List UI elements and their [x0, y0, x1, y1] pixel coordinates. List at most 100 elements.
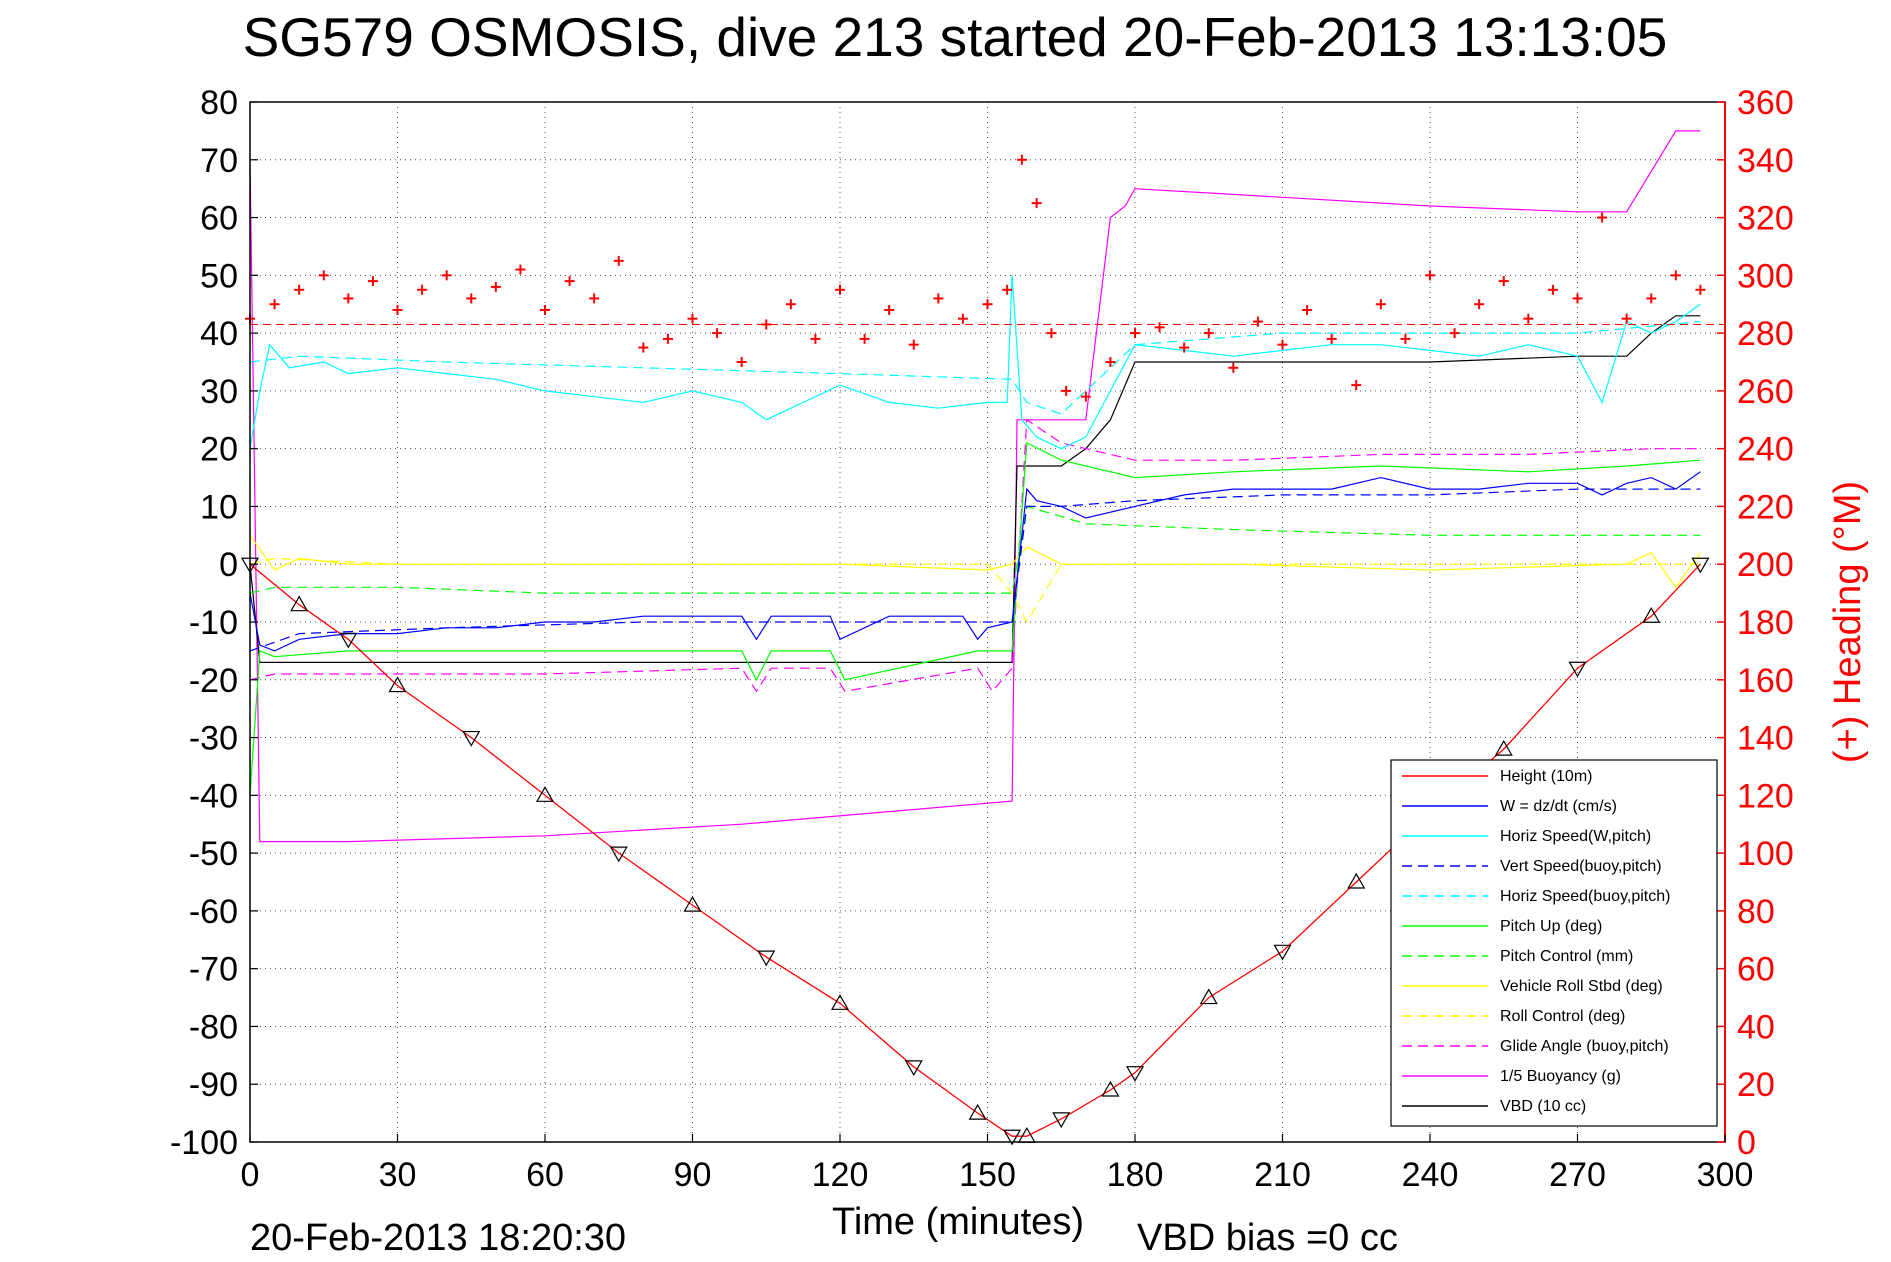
heading-point: [835, 284, 845, 295]
y-tick-label: -90: [189, 1066, 238, 1104]
heading-point: [1646, 293, 1657, 304]
heading-point: [1449, 328, 1460, 339]
height-triangle-marker: [1273, 944, 1292, 961]
heading-point: [810, 333, 821, 344]
x-tick-label: 270: [1549, 1156, 1606, 1194]
y-tick-label: 50: [200, 257, 238, 295]
x-tick-label: 120: [812, 1156, 869, 1194]
heading-point: [1375, 299, 1386, 310]
heading-point: [417, 284, 428, 295]
height-triangle-marker: [1494, 739, 1513, 756]
y-tick-label: -10: [189, 604, 238, 642]
height-triangle-marker: [609, 846, 628, 863]
heading-point: [1203, 328, 1214, 339]
heading-point: [1154, 322, 1165, 333]
height-triangle-marker: [462, 730, 481, 747]
heading-point: [1351, 380, 1362, 391]
heading-point: [1621, 313, 1632, 324]
heading-point: [1105, 357, 1116, 367]
heading-point: [613, 255, 624, 266]
heading-point: [1302, 305, 1313, 315]
y-tick-label: 40: [200, 315, 238, 353]
y-ticks-left: 80 70 60 50 40 30 20 10 0 -10 -20 -30 -40 -50 -60 -70 -8…: [170, 84, 258, 1162]
footer-timestamp: 20-Feb-2013 18:20:30: [250, 1217, 626, 1259]
x-tick-label: 90: [674, 1156, 712, 1194]
chart-title: SG579 OSMOSIS, dive 213 started 20-Feb-2…: [243, 6, 1668, 68]
y-tick-label: -80: [189, 1008, 238, 1046]
x-tick-label: 300: [1697, 1156, 1754, 1194]
x-tick-label: 150: [959, 1156, 1016, 1194]
series-line-horiz-w: [249, 275, 1701, 450]
heading-point: [957, 313, 968, 324]
height-triangle-marker: [1125, 1066, 1145, 1082]
height-triangle-marker: [1691, 557, 1710, 574]
heading-point: [540, 305, 550, 315]
legend-label-pitch-control: Pitch Control (mm): [1500, 948, 1633, 965]
y-right-tick-label: 160: [1737, 662, 1794, 700]
heading-point: [490, 281, 501, 292]
y-tick-label: -40: [189, 777, 238, 815]
heading-point: [515, 264, 526, 275]
height-triangle-marker: [339, 632, 358, 649]
height-triangle-marker: [1568, 661, 1587, 678]
heading-point: [1523, 313, 1534, 324]
y-right-tick-label: 80: [1737, 893, 1775, 931]
heading-point: [908, 339, 919, 350]
heading-point: [761, 319, 772, 330]
y-tick-label: -60: [189, 893, 238, 931]
y-tick-label: 10: [200, 488, 238, 526]
height-triangle-marker: [1052, 1112, 1071, 1129]
height-triangle-marker: [290, 595, 309, 612]
heading-point: [884, 305, 895, 315]
heading-point: [1080, 391, 1091, 402]
height-triangle-marker: [535, 786, 555, 802]
legend-label-height: Height (10m): [1500, 768, 1592, 785]
heading-point: [343, 293, 354, 304]
y-right-tick-label: 320: [1737, 200, 1794, 238]
heading-point: [1498, 276, 1509, 287]
heading-point: [1046, 328, 1057, 339]
height-triangle-marker: [1003, 1129, 1022, 1146]
y-tick-label: 20: [200, 431, 238, 469]
heading-point: [712, 328, 723, 339]
heading-point: [1252, 316, 1263, 327]
y-tick-label: -70: [189, 951, 238, 989]
series-line-pitch-control: [249, 505, 1701, 594]
y-tick-label: -100: [170, 1124, 238, 1162]
series-line-w: [249, 471, 1701, 652]
heading-point: [1277, 339, 1288, 350]
y-tick-label: 60: [200, 200, 238, 238]
x-ticks: 0 30 60 90 120 150 180 210 240 270 300: [241, 1134, 1754, 1194]
heading-point: [662, 333, 673, 344]
y-right-tick-label: 240: [1737, 431, 1794, 469]
heading-point: [1002, 284, 1013, 295]
y-right-tick-label: 180: [1737, 604, 1794, 642]
legend-box: [1390, 759, 1718, 1127]
legend-label-roll: Vehicle Roll Stbd (deg): [1500, 978, 1663, 995]
legend-label-vert-buoy: Vert Speed(buoy,pitch): [1500, 858, 1662, 875]
x-tick-label: 60: [526, 1156, 564, 1194]
heading-point: [1670, 270, 1681, 281]
heading-point: [589, 293, 600, 304]
heading-point: [1425, 270, 1435, 281]
y-right-tick-label: 60: [1737, 951, 1775, 989]
plot-series: [249, 130, 1725, 1137]
heading-point: [1130, 328, 1140, 339]
y-tick-label: 0: [219, 546, 238, 584]
heading-point: [1061, 385, 1072, 396]
legend-label-pitch-up: Pitch Up (deg): [1500, 918, 1602, 935]
heading-point: [982, 299, 993, 310]
height-triangle-marker: [757, 950, 776, 967]
series-line-buoyancy: [249, 130, 1701, 843]
heading-point: [1228, 362, 1239, 373]
height-triangle-marker: [830, 994, 850, 1010]
footer-vbd-bias: VBD bias =0 cc: [1137, 1217, 1398, 1259]
x-axis-label: Time (minutes): [832, 1201, 1084, 1243]
height-triangle-marker: [968, 1103, 987, 1120]
y-right-tick-label: 280: [1737, 315, 1794, 353]
y-right-tick-label: 300: [1737, 257, 1794, 295]
plot-markers: [240, 154, 1710, 1146]
y-right-tick-label: 360: [1737, 84, 1794, 122]
heading-point: [367, 276, 378, 287]
